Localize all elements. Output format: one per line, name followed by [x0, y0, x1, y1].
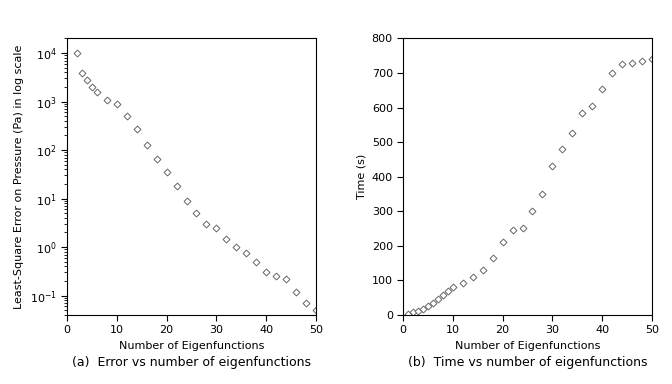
Y-axis label: Time (s): Time (s): [356, 154, 366, 199]
Y-axis label: Least-Square Error on Pressure (Pa) in log scale: Least-Square Error on Pressure (Pa) in l…: [14, 45, 24, 309]
Text: (a)  Error vs number of eigenfunctions: (a) Error vs number of eigenfunctions: [72, 356, 311, 369]
X-axis label: Number of Eigenfunctions: Number of Eigenfunctions: [455, 341, 600, 351]
X-axis label: Number of Eigenfunctions: Number of Eigenfunctions: [119, 341, 264, 351]
Text: (b)  Time vs number of eigenfunctions: (b) Time vs number of eigenfunctions: [408, 356, 647, 369]
